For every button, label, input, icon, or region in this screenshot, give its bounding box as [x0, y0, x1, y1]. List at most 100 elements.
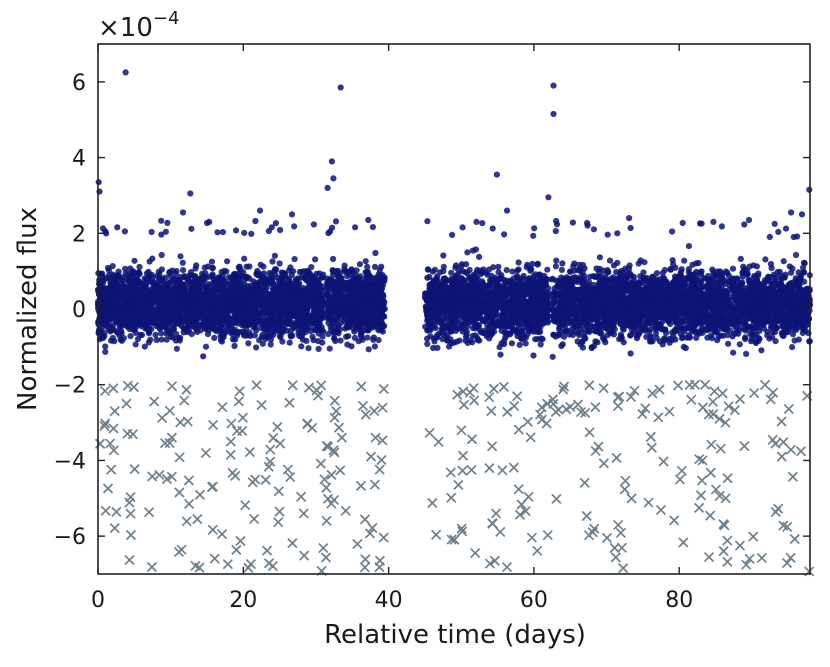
retained-point — [102, 343, 109, 350]
retained-point — [549, 276, 556, 283]
retained-point — [772, 338, 779, 345]
retained-point — [251, 332, 258, 339]
retained-point — [553, 257, 560, 264]
retained-point — [552, 263, 560, 270]
retained-point — [585, 278, 593, 286]
retained-point — [539, 336, 546, 343]
retained-point — [529, 260, 536, 267]
retained-point — [762, 256, 769, 263]
retained-point — [326, 345, 333, 352]
retained-point — [434, 344, 441, 351]
retained-point — [561, 333, 568, 340]
retained-point — [440, 252, 447, 259]
retained-point — [448, 269, 455, 276]
retained-point — [596, 265, 603, 272]
retained-point — [627, 350, 634, 357]
retained-point — [723, 268, 730, 275]
retained-point — [426, 326, 433, 333]
retained-point — [131, 257, 138, 264]
retained-point — [685, 243, 693, 250]
retained-point — [725, 340, 732, 347]
retained-point — [372, 249, 379, 257]
retained-point — [440, 263, 447, 270]
retained-point — [241, 255, 248, 262]
retained-point — [158, 251, 165, 259]
retained-point — [432, 324, 439, 332]
retained-point — [154, 272, 161, 279]
retained-point — [558, 266, 566, 273]
retained-point — [365, 346, 372, 353]
retained-point — [515, 266, 522, 273]
retained-point — [627, 332, 634, 339]
data-points — [94, 69, 815, 577]
retained-point — [776, 268, 783, 275]
retained-point — [269, 258, 276, 265]
retained-point — [291, 256, 298, 263]
retained-point — [456, 337, 463, 344]
retained-point — [146, 258, 153, 265]
retained-point — [153, 336, 160, 344]
retained-point — [177, 334, 184, 342]
retained-point — [729, 265, 737, 272]
retained-point — [271, 252, 278, 259]
retained-point — [476, 253, 483, 260]
retained-point — [559, 341, 566, 348]
retained-point — [789, 331, 797, 338]
retained-point — [109, 263, 116, 270]
retained-point — [356, 261, 363, 268]
retained-point — [544, 266, 551, 273]
retained-point — [202, 343, 210, 350]
retained-point — [364, 263, 371, 270]
retained-point — [305, 345, 312, 352]
retained-point — [508, 340, 515, 347]
retained-point — [211, 334, 218, 341]
retained-point — [145, 339, 152, 346]
retained-point — [549, 353, 556, 360]
retained-point — [173, 345, 180, 352]
retained-point — [618, 333, 625, 340]
retained-point — [534, 260, 541, 267]
retained-point — [424, 340, 431, 348]
retained-point — [102, 348, 109, 355]
retained-point — [259, 340, 266, 347]
retained-point — [534, 336, 541, 343]
retained-point — [277, 334, 284, 341]
retained-point — [287, 333, 294, 340]
retained-point — [312, 256, 319, 263]
retained-point — [579, 344, 587, 351]
y-offset-exponent: −4 — [153, 8, 180, 29]
retained-point — [173, 330, 180, 337]
retained-point — [606, 257, 614, 264]
retained-point — [503, 267, 510, 274]
retained-point — [497, 351, 504, 358]
retained-point — [737, 255, 744, 262]
retained-point — [243, 263, 250, 270]
retained-point — [731, 330, 738, 337]
retained-point — [710, 284, 717, 291]
retained-point — [559, 260, 566, 267]
retained-point — [158, 336, 165, 343]
retained-point — [426, 273, 433, 281]
retained-point — [375, 337, 382, 344]
retained-point — [371, 343, 378, 350]
retained-point — [730, 349, 737, 356]
retained-point — [303, 337, 310, 344]
retained-point — [495, 269, 502, 276]
retained-point — [509, 268, 516, 275]
retained-point — [613, 268, 620, 276]
retained-point — [780, 258, 787, 265]
retained-point — [267, 341, 274, 348]
retained-point — [430, 344, 437, 352]
y-offset-label: ×10−4 — [98, 8, 179, 43]
retained-point — [330, 255, 337, 263]
retained-point — [298, 343, 305, 350]
retained-point — [200, 353, 207, 360]
retained-point — [793, 291, 800, 298]
retained-point — [364, 334, 371, 341]
retained-point — [226, 274, 233, 281]
retained-point — [522, 340, 529, 347]
retained-point — [136, 263, 143, 271]
retained-point — [253, 344, 260, 351]
retained-point — [343, 333, 350, 340]
